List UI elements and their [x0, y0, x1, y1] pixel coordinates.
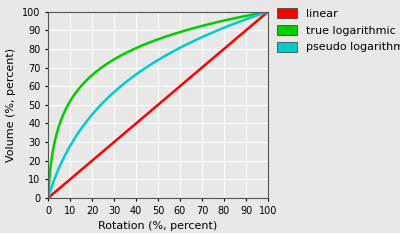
- Y-axis label: Volume (%, percent): Volume (%, percent): [6, 48, 16, 162]
- X-axis label: Rotation (%, percent): Rotation (%, percent): [98, 221, 218, 231]
- Legend: linear, true logarithmic, pseudo logarithmic: linear, true logarithmic, pseudo logarit…: [277, 8, 400, 52]
